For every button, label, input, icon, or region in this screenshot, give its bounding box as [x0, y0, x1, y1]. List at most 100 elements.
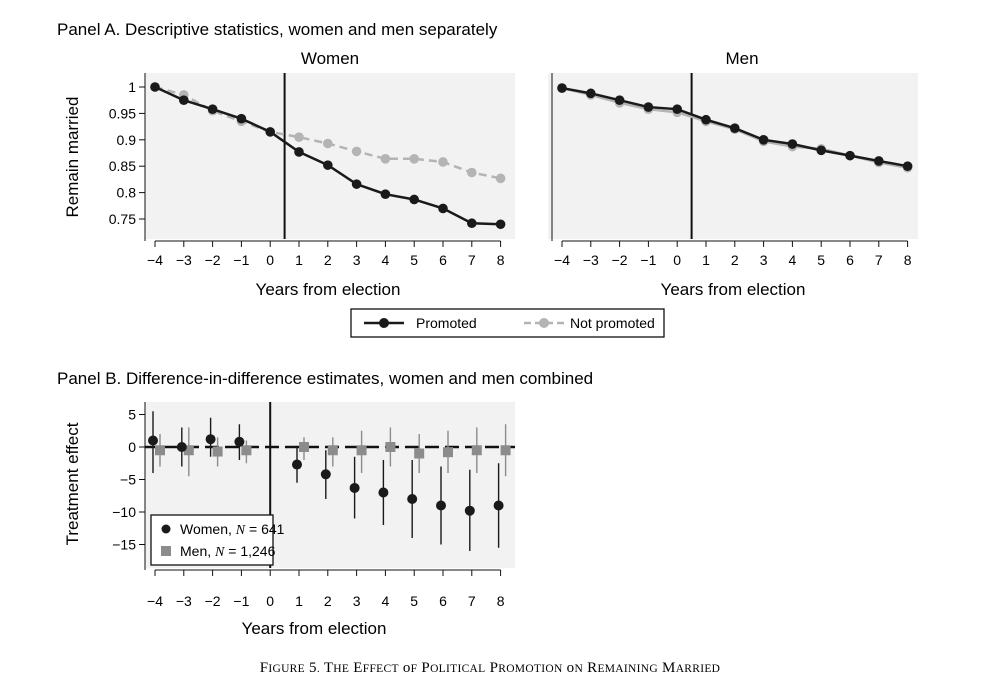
women-point: [176, 442, 187, 452]
x-tick-label: 7: [468, 252, 476, 268]
promoted-point: [438, 203, 448, 214]
men-point: [414, 448, 425, 459]
women-point: [320, 469, 331, 480]
x-tick-label: 2: [731, 252, 739, 268]
not-promoted-point: [438, 157, 448, 167]
legend-promoted-label: Promoted: [416, 315, 477, 331]
caption-word-rest: ARRIED: [676, 663, 721, 675]
caption-word-initial: F: [260, 660, 269, 676]
caption-word-rest: F: [411, 663, 418, 675]
x-tick-label: 1: [295, 252, 303, 268]
x-tick-label: 0: [266, 252, 274, 268]
promoted-point: [236, 113, 247, 124]
x-tick-label: −2: [205, 252, 221, 268]
men-point: [443, 447, 453, 458]
x-tick-label: 0: [266, 593, 274, 609]
women-point: [378, 487, 389, 498]
y-tick-label: 0.85: [109, 158, 136, 174]
caption-word-initial: P: [421, 660, 430, 676]
legend-not-promoted-label: Not promoted: [570, 315, 655, 331]
did-legend-men-rest: = 1,246: [224, 543, 275, 559]
promoted-point: [672, 104, 682, 114]
caption-word-rest: EMAINING: [597, 663, 658, 675]
y-tick-label: 0: [128, 439, 136, 455]
x-tick-label: −4: [147, 593, 163, 609]
x-tick-label: −3: [176, 593, 192, 609]
women-point: [349, 482, 360, 493]
promoted-point: [730, 123, 740, 133]
promoted-point: [614, 95, 625, 105]
promoted-point: [207, 104, 218, 114]
x-tick-label: −3: [176, 252, 192, 268]
caption-word-initial: P: [490, 660, 499, 676]
x-tick-label: 3: [353, 593, 361, 609]
women-chart: Women Remain married Years from election…: [63, 49, 515, 299]
panel-a-title: Panel A. Descriptive statistics, women a…: [57, 20, 498, 39]
x-tick-label: 5: [410, 252, 418, 268]
promoted-point: [874, 156, 884, 166]
women-point: [148, 435, 158, 446]
y-tick-label: 0.75: [109, 211, 136, 227]
did-legend-women-n: N: [235, 523, 246, 538]
promoted-point: [380, 189, 391, 199]
did-chart: Treatment effect Years from election −4−…: [63, 402, 515, 638]
not-promoted-point: [351, 146, 362, 157]
y-tick-label: −5: [120, 472, 136, 488]
men-point: [327, 445, 338, 456]
x-tick-label: 5: [817, 252, 825, 268]
women-point: [292, 459, 302, 470]
caption-word-rest: .: [317, 663, 320, 675]
promoted-point: [902, 161, 913, 171]
did-ylabel: Treatment effect: [63, 422, 82, 545]
x-tick-label: 0: [673, 252, 681, 268]
promoted-point: [758, 135, 769, 145]
promoted-point: [150, 82, 160, 92]
men-point: [356, 445, 367, 456]
promoted-point: [643, 102, 654, 112]
men-point: [471, 445, 482, 456]
women-xlabel: Years from election: [256, 280, 401, 299]
y-tick-label: 5: [128, 407, 136, 423]
caption-word-initial: T: [324, 660, 333, 676]
x-tick-label: 3: [353, 252, 361, 268]
women-point: [464, 505, 475, 516]
x-tick-label: −3: [583, 252, 599, 268]
promoted-point: [265, 127, 276, 137]
panel-b-title: Panel B. Difference-in-difference estima…: [57, 369, 593, 388]
promoted-point: [787, 139, 798, 149]
not-promoted-point: [323, 138, 333, 149]
men-point: [500, 445, 511, 456]
caption-word-initial: E: [353, 660, 362, 676]
promoted-point: [294, 147, 304, 157]
legend-not-promoted-marker: [539, 318, 549, 328]
men-point: [385, 442, 396, 452]
x-tick-label: 7: [875, 252, 883, 268]
did-legend-men-main: Men,: [180, 543, 215, 559]
promoted-point: [179, 95, 189, 105]
caption-word-initial: 5: [309, 660, 317, 676]
figure-caption: FIGURE 5. THE EFFECT oF POLITICAL PROMOT…: [260, 660, 721, 676]
women-point: [436, 500, 446, 511]
y-tick-label: 1: [128, 79, 136, 95]
promoted-point: [495, 219, 506, 230]
women-plot-area: [145, 73, 515, 239]
men-xlabel: Years from election: [661, 280, 806, 299]
promoted-point: [467, 218, 477, 229]
caption-word-rest: HE: [333, 663, 349, 675]
did-legend-women-marker: [161, 524, 171, 534]
y-tick-label: −10: [112, 504, 136, 520]
x-tick-label: 8: [497, 593, 505, 609]
promoted-point: [845, 150, 855, 161]
x-tick-label: 4: [382, 593, 390, 609]
women-chart-title: Women: [301, 49, 359, 68]
caption-word-initial: M: [662, 660, 676, 676]
men-chart: Men Years from election −4 −3 −2 −1 0 1 2 3 4 5 6 7…: [548, 49, 918, 299]
promoted-point: [816, 145, 826, 156]
x-tick-label: −2: [205, 593, 221, 609]
panel-a-ylabel: Remain married: [63, 97, 82, 218]
x-tick-label: −4: [554, 252, 570, 268]
x-tick-label: −1: [233, 252, 249, 268]
not-promoted-point: [409, 154, 420, 164]
y-tick-label: 0.95: [109, 105, 136, 121]
